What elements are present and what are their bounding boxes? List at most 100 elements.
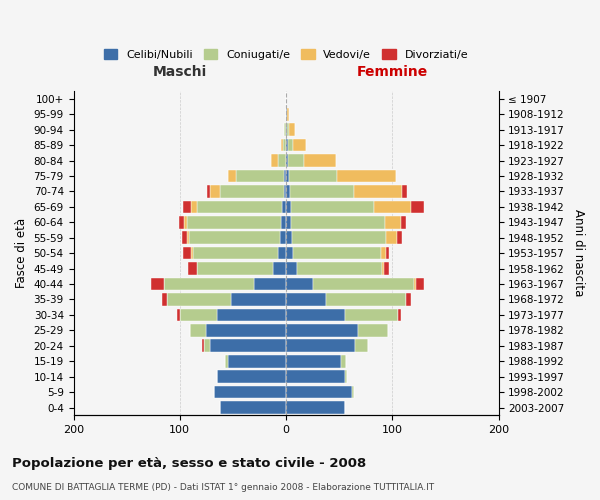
Bar: [354, 185, 402, 198]
Bar: [284, 124, 286, 136]
Bar: [197, 262, 274, 275]
Text: Femmine: Femmine: [356, 64, 428, 78]
Bar: [304, 154, 336, 167]
Text: Maschi: Maschi: [152, 64, 207, 78]
Bar: [282, 200, 286, 213]
Bar: [286, 340, 355, 352]
Bar: [382, 262, 384, 275]
Bar: [286, 386, 352, 398]
Bar: [293, 139, 306, 151]
Bar: [344, 308, 398, 322]
Bar: [286, 370, 344, 383]
Bar: [162, 293, 167, 306]
Y-axis label: Anni di nascita: Anni di nascita: [572, 210, 585, 297]
Bar: [236, 170, 284, 182]
Bar: [281, 216, 286, 228]
Bar: [167, 293, 231, 306]
Bar: [286, 139, 288, 151]
Bar: [380, 247, 386, 260]
Bar: [176, 308, 180, 322]
Bar: [287, 108, 289, 120]
Bar: [208, 185, 209, 198]
Bar: [209, 185, 220, 198]
Bar: [187, 216, 281, 228]
Bar: [286, 232, 292, 244]
Bar: [287, 124, 289, 136]
Bar: [286, 216, 292, 228]
Bar: [386, 247, 389, 260]
Bar: [231, 293, 286, 306]
Bar: [164, 278, 254, 290]
Bar: [289, 170, 337, 182]
Bar: [280, 232, 286, 244]
Bar: [220, 401, 286, 414]
Y-axis label: Fasce di età: Fasce di età: [15, 218, 28, 288]
Bar: [289, 124, 295, 136]
Bar: [286, 355, 341, 368]
Bar: [286, 293, 326, 306]
Bar: [278, 247, 286, 260]
Bar: [286, 324, 358, 336]
Bar: [217, 370, 286, 383]
Bar: [197, 200, 282, 213]
Bar: [292, 200, 374, 213]
Bar: [217, 308, 286, 322]
Bar: [281, 139, 283, 151]
Bar: [292, 232, 386, 244]
Bar: [286, 278, 313, 290]
Bar: [355, 340, 368, 352]
Bar: [206, 324, 286, 336]
Bar: [288, 139, 293, 151]
Bar: [254, 278, 286, 290]
Bar: [326, 293, 406, 306]
Bar: [358, 324, 388, 336]
Bar: [401, 216, 406, 228]
Bar: [226, 355, 227, 368]
Bar: [284, 185, 286, 198]
Bar: [271, 154, 278, 167]
Bar: [384, 262, 389, 275]
Bar: [412, 200, 424, 213]
Bar: [283, 139, 286, 151]
Bar: [293, 247, 380, 260]
Bar: [416, 278, 424, 290]
Bar: [344, 370, 347, 383]
Bar: [188, 262, 197, 275]
Bar: [220, 185, 284, 198]
Bar: [286, 262, 296, 275]
Bar: [190, 324, 206, 336]
Bar: [402, 185, 407, 198]
Bar: [313, 278, 413, 290]
Bar: [286, 308, 344, 322]
Bar: [296, 262, 382, 275]
Bar: [187, 232, 190, 244]
Bar: [286, 247, 293, 260]
Bar: [406, 293, 412, 306]
Bar: [274, 262, 286, 275]
Bar: [278, 154, 286, 167]
Bar: [202, 340, 204, 352]
Bar: [284, 170, 286, 182]
Bar: [397, 232, 402, 244]
Bar: [190, 232, 280, 244]
Bar: [179, 216, 184, 228]
Bar: [286, 108, 287, 120]
Bar: [374, 200, 412, 213]
Bar: [398, 308, 401, 322]
Bar: [286, 170, 289, 182]
Bar: [183, 200, 191, 213]
Bar: [182, 232, 187, 244]
Bar: [204, 340, 209, 352]
Bar: [286, 401, 344, 414]
Bar: [183, 247, 191, 260]
Bar: [413, 278, 416, 290]
Bar: [290, 185, 354, 198]
Legend: Celibi/Nubili, Coniugati/e, Vedovi/e, Divorziati/e: Celibi/Nubili, Coniugati/e, Vedovi/e, Di…: [100, 44, 473, 64]
Bar: [227, 170, 236, 182]
Bar: [288, 154, 304, 167]
Text: Popolazione per età, sesso e stato civile - 2008: Popolazione per età, sesso e stato civil…: [12, 458, 366, 470]
Bar: [191, 247, 193, 260]
Bar: [214, 386, 286, 398]
Bar: [286, 124, 287, 136]
Bar: [386, 232, 397, 244]
